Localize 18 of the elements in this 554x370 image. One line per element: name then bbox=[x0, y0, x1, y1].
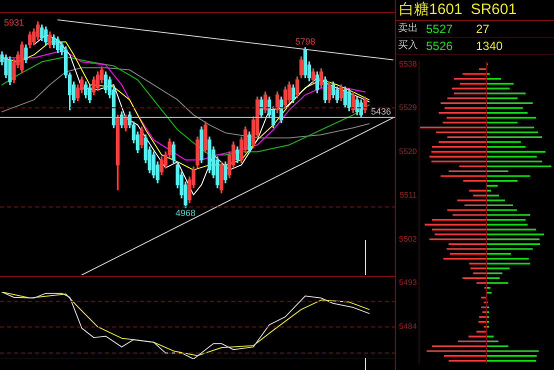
y-tick-label: 5529 bbox=[399, 103, 418, 112]
text: 卖出 bbox=[398, 22, 419, 36]
text: 白糖1601 SR601 bbox=[396, 0, 554, 21]
y-tick-label: 5520 bbox=[399, 146, 418, 156]
text: 5527 bbox=[426, 21, 454, 37]
text: 5526 bbox=[426, 38, 454, 54]
annotation: 5931 bbox=[4, 17, 24, 28]
text: 27 bbox=[476, 21, 490, 37]
y-tick-label: 5538 bbox=[399, 59, 418, 68]
text: 买入 bbox=[398, 38, 419, 53]
y-tick-label: 5493 bbox=[399, 278, 418, 288]
annotation: 4968 bbox=[176, 208, 196, 218]
y-tick-label: 5502 bbox=[399, 234, 418, 244]
y-tick-label: 5484 bbox=[399, 322, 418, 331]
y-tick-label: 5511 bbox=[400, 190, 418, 200]
annotation: 5798 bbox=[295, 36, 316, 46]
ref-line-label: 5436 bbox=[370, 106, 391, 116]
text: 1340 bbox=[476, 38, 504, 54]
